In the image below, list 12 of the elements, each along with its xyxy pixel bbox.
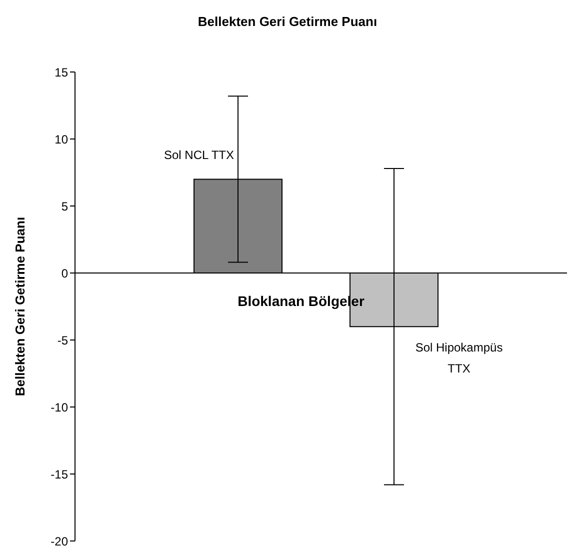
y-tick-label: 5 bbox=[61, 199, 68, 214]
y-tick-label: -10 bbox=[50, 400, 68, 414]
x-tick-label: Sol Hipokampüs TTX bbox=[415, 340, 503, 376]
y-tick-label: -20 bbox=[50, 534, 68, 548]
y-tick-label: -5 bbox=[57, 333, 68, 348]
y-axis-title: Bellekten Geri Getirme Puanı bbox=[12, 216, 28, 396]
y-tick-label: 15 bbox=[54, 65, 68, 80]
y-tick-label: 10 bbox=[54, 132, 68, 146]
x-tick-label: Sol NCL TTX bbox=[164, 148, 234, 162]
y-tick-label: -15 bbox=[50, 467, 68, 482]
chart-title: Bellekten Geri Getirme Puanı bbox=[196, 13, 378, 31]
y-tick-label: 0 bbox=[61, 266, 68, 280]
